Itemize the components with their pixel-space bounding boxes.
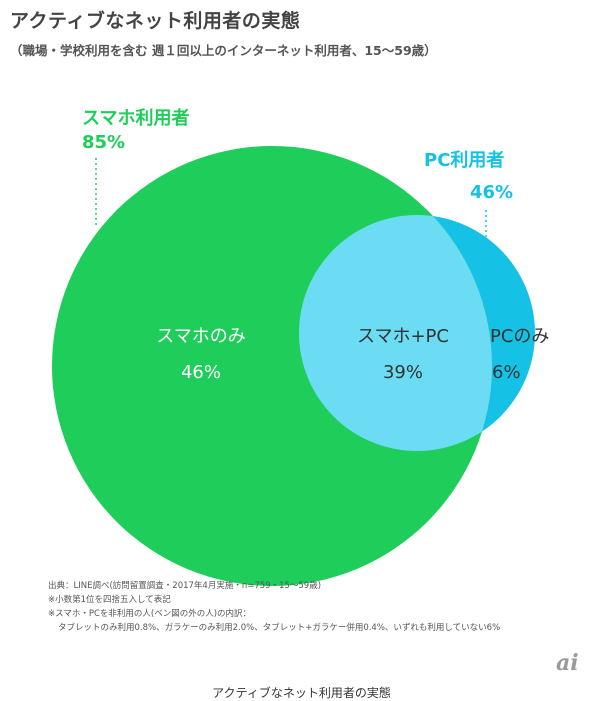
- pc-only-region-text: PCのみ 6%: [490, 322, 570, 383]
- breakdown-note: タブレットのみ利用0.8%、ガラケーのみ利用2.0%、タブレット+ガラケー併用0…: [58, 623, 501, 633]
- pc-users-percent: 46%: [470, 182, 514, 203]
- smartphone-only-label: スマホのみ: [156, 326, 246, 347]
- smartphone-users-label: スマホ利用者: [82, 108, 190, 129]
- both-region-text: スマホ+PC 39%: [338, 322, 468, 383]
- pc-only-percent: 6%: [492, 362, 521, 383]
- smartphone-only-percent: 46%: [180, 362, 221, 383]
- both-label: スマホ+PC: [357, 326, 449, 347]
- rounding-note: ※小数第1位を四捨五入して表記: [48, 595, 171, 605]
- chart-subtitle: （職場・学校利用を含む 週１回以上のインターネット利用者、15～59歳）: [10, 43, 437, 58]
- chart-title: アクティブなネット利用者の実態: [10, 10, 301, 32]
- source-note: 出典：LINE調べ(訪問留置調査・2017年4月実施・n=759・15～59歳): [48, 581, 322, 591]
- itmedia-ai-logo-icon: ai: [556, 650, 579, 676]
- pc-only-label: PCのみ: [490, 326, 550, 347]
- logo-text: ai: [556, 650, 579, 676]
- pc-users-label: PC利用者: [424, 150, 505, 171]
- smartphone-only-region-text: スマホのみ 46%: [136, 322, 266, 383]
- smartphone-users-percent: 85%: [82, 132, 126, 153]
- figure-caption: アクティブなネット利用者の実態: [212, 686, 391, 700]
- both-percent: 39%: [382, 362, 423, 383]
- breakdown-title: ※スマホ・PCを非利用の人(ベン図の外の人)の内訳：: [48, 609, 252, 619]
- footnotes: 出典：LINE調べ(訪問留置調査・2017年4月実施・n=759・15～59歳)…: [48, 579, 500, 635]
